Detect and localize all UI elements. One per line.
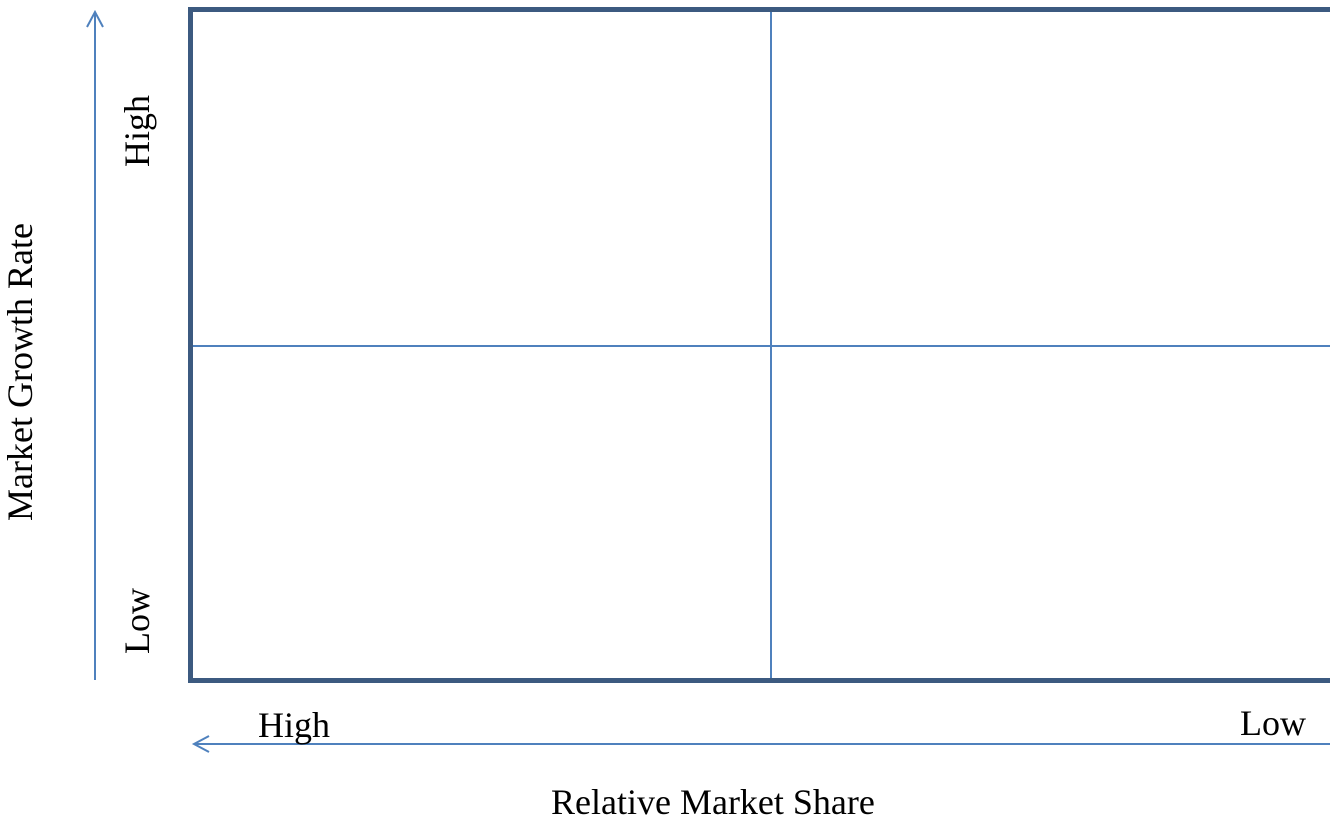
growth-share-matrix — [188, 7, 1330, 683]
y-axis-high-label: High — [117, 95, 157, 167]
y-axis-low-label: Low — [117, 588, 157, 654]
y-axis-title: Market Growth Rate — [0, 223, 40, 521]
x-axis-high-label: High — [258, 705, 330, 745]
y-axis-arrow-head — [86, 9, 104, 28]
x-axis-title: Relative Market Share — [551, 782, 875, 822]
matrix-horizontal-divider — [193, 345, 1330, 347]
x-axis-low-label: Low — [1240, 703, 1306, 743]
x-axis-arrow-head — [191, 735, 210, 753]
